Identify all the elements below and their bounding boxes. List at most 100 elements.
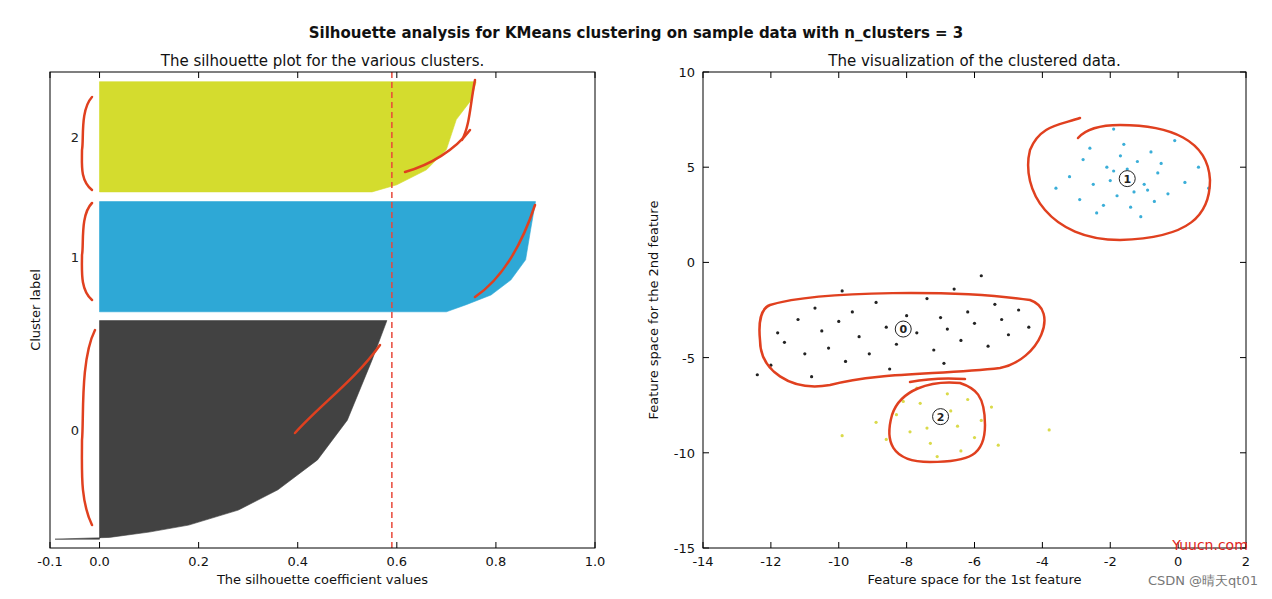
x-tick-label: 1.0 (585, 554, 606, 569)
point (1149, 150, 1152, 153)
x-tick (1110, 542, 1111, 548)
annotation (82, 203, 92, 300)
watermark: Yuucn.com (1171, 537, 1248, 553)
point (895, 413, 898, 416)
x-tick (1110, 72, 1111, 78)
center (895, 321, 911, 337)
y-tick (703, 72, 709, 73)
x-tick (906, 542, 907, 548)
y-tick-label: 5 (687, 160, 695, 175)
point (810, 375, 813, 378)
point (946, 327, 949, 330)
average-line (391, 72, 393, 548)
x-tick (838, 542, 839, 548)
x-tick-label: -10 (828, 554, 849, 569)
chart-0: 012-0.10.00.20.40.60.81.0The silhouette … (28, 52, 605, 587)
x-tick-label: 0.6 (386, 554, 407, 569)
point (1115, 194, 1118, 197)
x-tick (396, 72, 397, 78)
y-tick-label: 0 (687, 255, 695, 270)
point (932, 348, 935, 351)
x-tick (1246, 72, 1247, 78)
annotation (82, 330, 95, 525)
point (885, 326, 888, 329)
point (966, 310, 969, 313)
point (986, 345, 989, 348)
silhouette-area (100, 202, 536, 312)
x-tick (974, 72, 975, 78)
point (820, 329, 823, 332)
x-tick-label: -2 (1104, 554, 1117, 569)
x-tick (495, 542, 496, 548)
x-tick-label: -4 (1036, 554, 1049, 569)
y-tick (703, 167, 709, 168)
x-tick (99, 72, 100, 78)
point (1153, 200, 1156, 203)
point (1092, 183, 1095, 186)
center-label: 1 (1123, 173, 1131, 186)
point (813, 306, 816, 309)
point (837, 320, 840, 323)
point (1078, 198, 1081, 201)
cluster-label: 0 (71, 423, 79, 438)
point (1160, 162, 1163, 165)
point (939, 316, 942, 319)
chart-title: The silhouette plot for the various clus… (160, 52, 485, 70)
point (844, 360, 847, 363)
point (942, 362, 945, 365)
x-tick-label: 0.2 (188, 554, 209, 569)
center-label: 0 (899, 323, 907, 336)
y-label: Cluster label (28, 269, 43, 351)
x-tick (50, 542, 51, 548)
center (933, 409, 949, 425)
y-tick-label: -5 (682, 351, 695, 366)
frame (50, 72, 595, 548)
frame (703, 72, 1246, 548)
point (851, 310, 854, 313)
point (841, 289, 844, 292)
point (966, 398, 969, 401)
chart-title: The visualization of the clustered data. (827, 52, 1121, 70)
point (953, 287, 956, 290)
point (868, 352, 871, 355)
chart-1: 012-14-12-10-8-6-4-202-15-10-50510The vi… (646, 52, 1250, 587)
x-tick (906, 72, 907, 78)
x-tick (198, 72, 199, 78)
y-tick (703, 357, 709, 358)
x-tick (703, 72, 704, 78)
y-tick-label: -15 (674, 541, 695, 556)
point (796, 318, 799, 321)
y-tick (703, 262, 709, 263)
x-tick-label: 2 (1242, 554, 1250, 569)
point (908, 430, 911, 433)
point (1119, 154, 1122, 157)
y-tick (1240, 452, 1246, 453)
point (1095, 211, 1098, 214)
annotation (910, 378, 965, 382)
point (1000, 318, 1003, 321)
point (1109, 179, 1112, 182)
point (980, 419, 983, 422)
point (973, 322, 976, 325)
x-label: The silhouette coefficient values (216, 572, 428, 587)
x-tick-label: 0.8 (486, 554, 507, 569)
x-tick (297, 72, 298, 78)
y-tick (1240, 72, 1246, 73)
x-tick (770, 542, 771, 548)
point (1007, 333, 1010, 336)
point (949, 409, 952, 412)
watermark: CSDN @晴天qt01 (1148, 573, 1258, 588)
x-tick (396, 542, 397, 548)
x-tick-label: -12 (760, 554, 781, 569)
point (1136, 160, 1139, 163)
x-tick-label: -8 (900, 554, 913, 569)
x-tick-label: 0.0 (89, 554, 110, 569)
point (1197, 166, 1200, 169)
y-tick (703, 548, 709, 549)
y-tick (1240, 167, 1246, 168)
point (841, 434, 844, 437)
annotation (889, 382, 985, 462)
point (946, 392, 949, 395)
x-tick (495, 72, 496, 78)
point (1173, 139, 1176, 142)
